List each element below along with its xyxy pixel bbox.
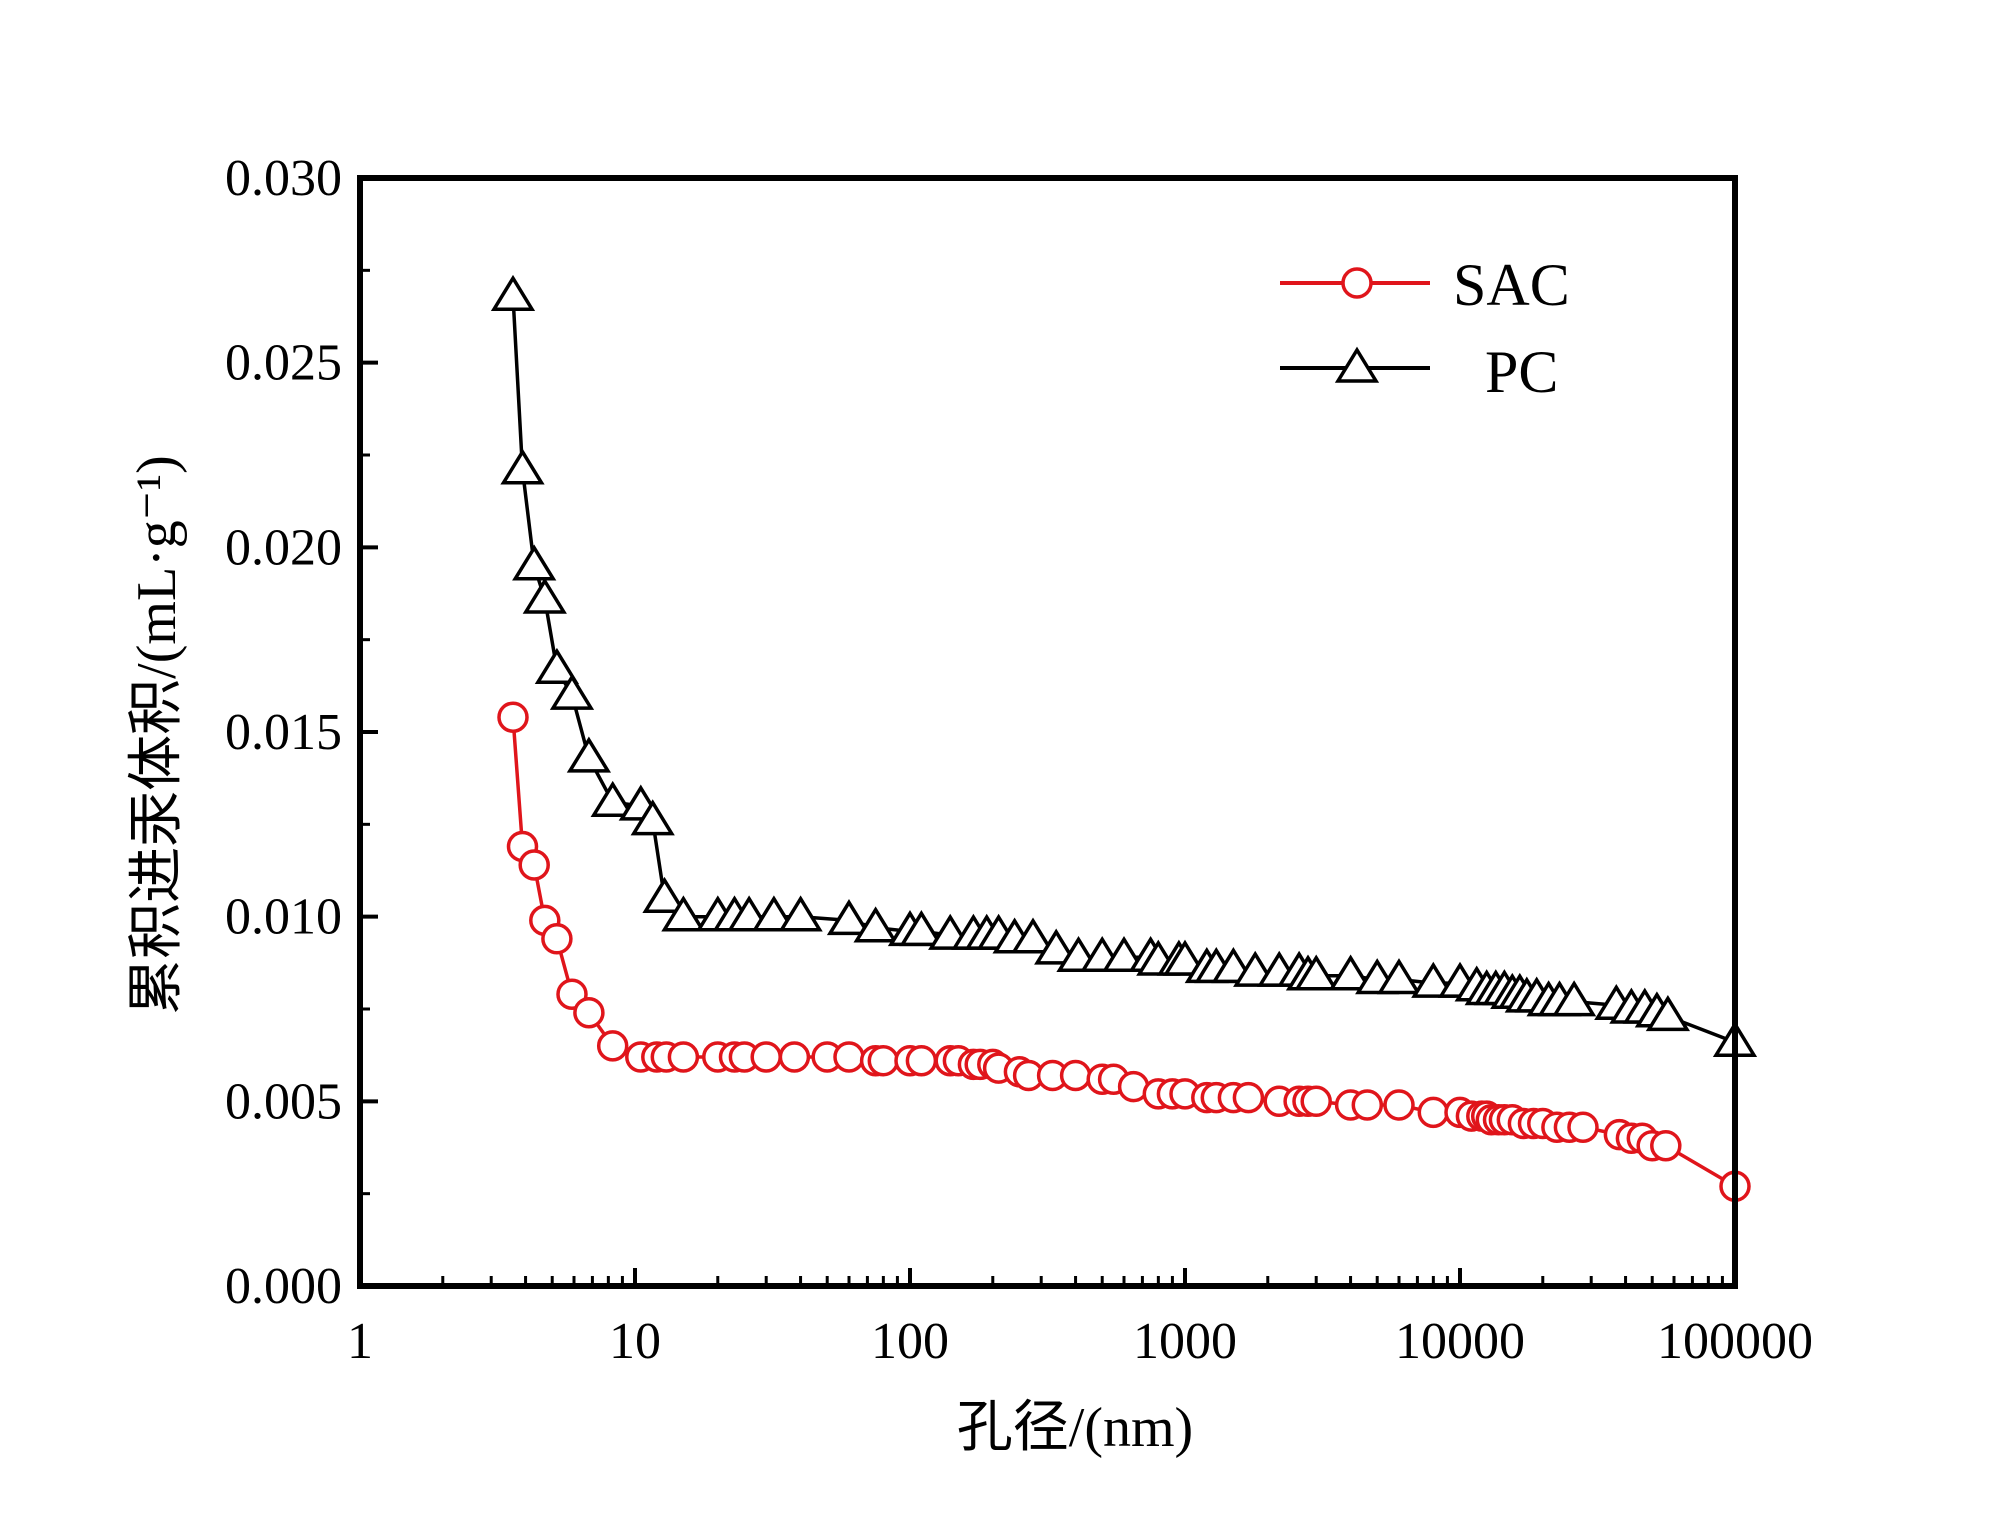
- data-point: [1059, 1059, 1092, 1092]
- data-point: [661, 895, 706, 932]
- data-point: [1300, 1085, 1332, 1118]
- x-tick-label: 1: [347, 1313, 373, 1370]
- data-point: [1232, 1081, 1265, 1114]
- data-point: [1328, 954, 1373, 991]
- data-point: [490, 274, 536, 311]
- y-axis-title: 累积进汞体积/(mL·g⁻¹): [126, 455, 188, 1015]
- data-point: [1650, 1129, 1682, 1162]
- data-point: [1351, 1089, 1384, 1121]
- data-point: [826, 899, 872, 936]
- data-point: [853, 906, 898, 943]
- data-point: [534, 647, 580, 684]
- legend: SAC PC: [1280, 252, 1570, 405]
- y-tick-label: 0.000: [225, 1258, 342, 1315]
- data-point: [549, 673, 595, 710]
- data-point: [497, 701, 529, 733]
- y-tick-label: 0.005: [225, 1073, 342, 1130]
- data-point: [573, 996, 605, 1029]
- data-point: [867, 1044, 900, 1077]
- data-point: [1010, 917, 1056, 954]
- data-point: [1294, 954, 1339, 991]
- data-point: [1411, 961, 1456, 998]
- legend-pc-marker: [1334, 346, 1380, 383]
- data-point: [899, 910, 944, 947]
- series-pc: [490, 274, 1758, 1057]
- data-point: [1645, 995, 1691, 1032]
- data-point: [541, 923, 573, 955]
- data-point: [1551, 980, 1597, 1017]
- y-tick-label: 0.010: [225, 889, 342, 946]
- y-tick-label: 0.020: [225, 519, 342, 576]
- x-tick-label: 100000: [1657, 1313, 1813, 1370]
- data-point: [1567, 1111, 1599, 1143]
- data-point: [833, 1041, 865, 1073]
- data-point: [778, 895, 823, 932]
- plot-frame: [357, 175, 1738, 1289]
- legend-sac-marker: [1341, 267, 1373, 299]
- data-point: [1376, 958, 1422, 995]
- legend-sac-label: SAC: [1453, 252, 1570, 318]
- data-point: [1383, 1089, 1415, 1121]
- y-tick-label: 0.030: [225, 150, 342, 207]
- legend-pc-label: PC: [1485, 339, 1558, 405]
- data-point: [522, 577, 567, 614]
- series-sac: [497, 701, 1751, 1203]
- data-point: [596, 1030, 629, 1062]
- data-point: [1417, 1096, 1450, 1129]
- data-point: [778, 1041, 811, 1073]
- data-point: [500, 448, 545, 485]
- data-point: [751, 895, 797, 932]
- data-point: [590, 780, 635, 817]
- data-point: [642, 876, 687, 913]
- x-tick-label: 10000: [1395, 1313, 1525, 1370]
- data-point: [518, 849, 550, 881]
- data-point: [905, 1044, 938, 1077]
- data-point: [1101, 935, 1147, 973]
- data-point: [667, 1041, 700, 1073]
- x-axis-title: 孔径/(nm): [957, 1397, 1193, 1459]
- y-tick-label: 0.025: [225, 335, 342, 392]
- data-point: [566, 736, 612, 773]
- x-tick-label: 10: [609, 1313, 661, 1370]
- data-point: [750, 1041, 782, 1073]
- data-point: [1162, 939, 1208, 976]
- data-point: [630, 799, 675, 836]
- data-point: [512, 544, 557, 581]
- x-tick-label: 100: [871, 1313, 949, 1370]
- x-tick-label: 1000: [1133, 1313, 1237, 1370]
- y-tick-label: 0.015: [225, 704, 342, 761]
- data-point: [1034, 928, 1079, 965]
